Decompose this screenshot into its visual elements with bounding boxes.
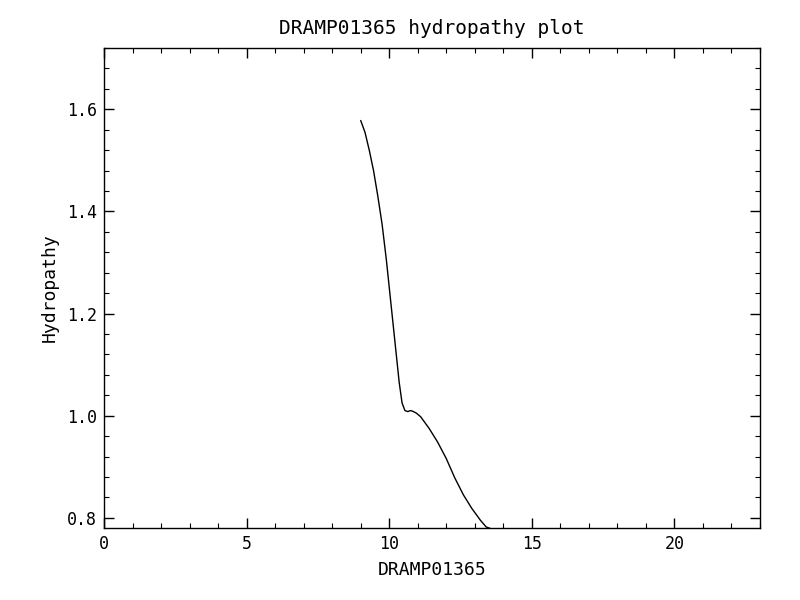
Y-axis label: Hydropathy: Hydropathy: [41, 233, 58, 343]
Title: DRAMP01365 hydropathy plot: DRAMP01365 hydropathy plot: [279, 19, 585, 38]
X-axis label: DRAMP01365: DRAMP01365: [378, 561, 486, 579]
